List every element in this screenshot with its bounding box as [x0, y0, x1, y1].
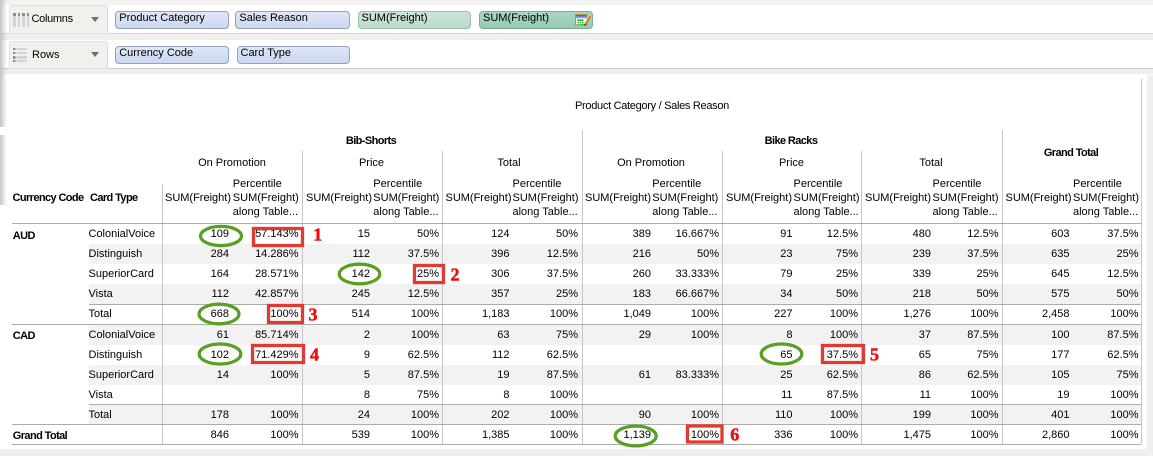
- svg-text:4: 4: [310, 344, 319, 364]
- svg-text:3: 3: [309, 304, 318, 324]
- svg-text:2: 2: [451, 264, 460, 284]
- svg-text:6: 6: [730, 424, 739, 444]
- svg-text:5: 5: [870, 344, 879, 364]
- svg-text:1: 1: [313, 224, 322, 244]
